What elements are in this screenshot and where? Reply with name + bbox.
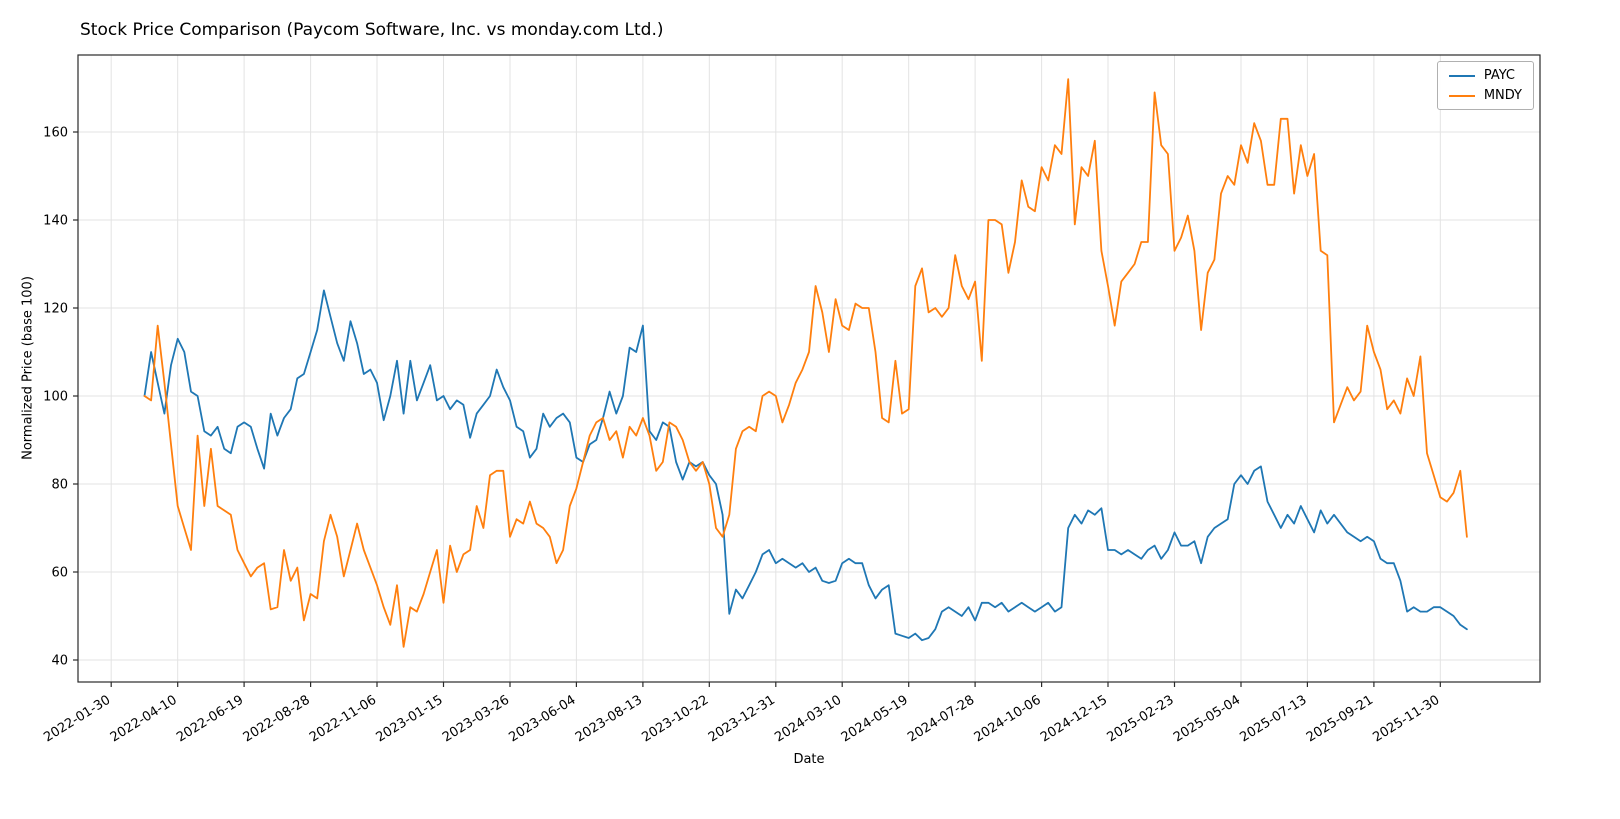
svg-text:2023-12-31: 2023-12-31 [706, 693, 778, 746]
svg-text:2025-09-21: 2025-09-21 [1304, 693, 1376, 746]
svg-text:2023-03-26: 2023-03-26 [440, 693, 512, 746]
svg-text:2022-11-06: 2022-11-06 [307, 693, 379, 746]
svg-text:2024-05-19: 2024-05-19 [839, 693, 911, 746]
legend-label-mndy: MNDY [1483, 88, 1522, 103]
x-axis-label: Date [793, 752, 825, 767]
mndy-line-swatch [1448, 94, 1475, 97]
svg-text:2022-08-28: 2022-08-28 [241, 693, 313, 746]
svg-text:140: 140 [43, 214, 68, 229]
svg-text:2025-02-23: 2025-02-23 [1105, 693, 1177, 746]
svg-text:60: 60 [51, 566, 68, 581]
svg-text:2023-06-04: 2023-06-04 [506, 693, 578, 746]
svg-text:160: 160 [43, 126, 68, 141]
svg-text:2025-07-13: 2025-07-13 [1237, 693, 1309, 746]
svg-text:80: 80 [51, 478, 68, 493]
legend: PAYC MNDY [1436, 61, 1534, 110]
svg-text:2023-08-13: 2023-08-13 [573, 693, 645, 746]
svg-text:2022-06-19: 2022-06-19 [174, 693, 246, 746]
svg-text:2023-10-22: 2023-10-22 [639, 693, 711, 746]
legend-item-mndy: MNDY [1448, 88, 1522, 103]
legend-label-payc: PAYC [1483, 68, 1516, 83]
svg-text:2024-07-28: 2024-07-28 [905, 693, 977, 746]
chart-title: Stock Price Comparison (Paycom Software,… [80, 20, 664, 40]
svg-text:100: 100 [43, 390, 68, 405]
svg-text:2024-12-15: 2024-12-15 [1038, 693, 1110, 746]
y-axis-label: Normalized Price (base 100) [20, 276, 36, 460]
svg-text:120: 120 [43, 302, 68, 317]
svg-text:2025-05-04: 2025-05-04 [1171, 693, 1243, 746]
svg-text:2022-01-30: 2022-01-30 [41, 693, 113, 746]
svg-text:2025-11-30: 2025-11-30 [1370, 693, 1442, 746]
svg-text:40: 40 [51, 654, 68, 669]
legend-item-payc: PAYC [1448, 68, 1522, 83]
svg-text:2022-04-10: 2022-04-10 [108, 693, 180, 746]
payc-line-swatch [1448, 74, 1475, 77]
svg-text:2024-03-10: 2024-03-10 [772, 693, 844, 746]
svg-text:2023-01-15: 2023-01-15 [374, 693, 446, 746]
svg-text:2024-10-06: 2024-10-06 [972, 693, 1044, 746]
